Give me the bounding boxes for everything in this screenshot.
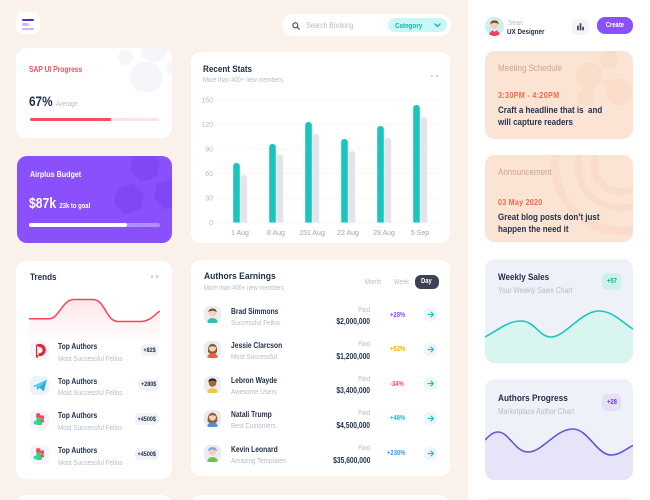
svg-text:60: 60 bbox=[205, 171, 213, 178]
svg-text:29 Aug: 29 Aug bbox=[373, 230, 395, 237]
svg-text:151 Aug: 151 Aug bbox=[299, 230, 325, 237]
svg-text:5 Sep: 5 Sep bbox=[411, 230, 429, 237]
svg-text:90: 90 bbox=[205, 147, 213, 154]
svg-text:22 Aug: 22 Aug bbox=[337, 230, 359, 237]
svg-text:1 Aug: 1 Aug bbox=[231, 230, 249, 237]
svg-text:8 Aug: 8 Aug bbox=[267, 230, 285, 237]
svg-text:0: 0 bbox=[209, 220, 213, 227]
svg-text:30: 30 bbox=[205, 196, 213, 203]
svg-text:120: 120 bbox=[201, 122, 213, 129]
svg-text:150: 150 bbox=[201, 98, 213, 105]
